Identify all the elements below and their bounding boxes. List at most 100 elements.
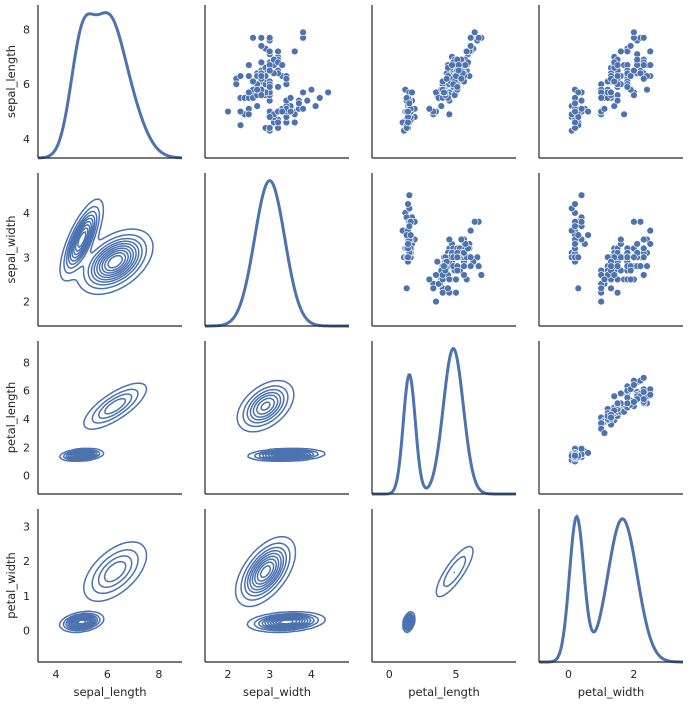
kde-contour-level-3	[65, 555, 133, 631]
scatter-point	[462, 47, 471, 56]
scatter-point	[461, 61, 470, 69]
scatter-point	[245, 61, 253, 69]
scatter-point	[626, 275, 635, 284]
scatter-point	[630, 253, 638, 261]
scatter-point	[278, 107, 286, 116]
kde-curve-petal_length	[372, 347, 516, 496]
kde-contour-level-3	[65, 210, 143, 286]
scatter-point	[600, 105, 609, 113]
y-tick-label: 4	[23, 133, 30, 146]
y-tick-label: 1	[23, 590, 30, 603]
y-tick-label: 8	[23, 24, 30, 37]
scatter-point	[316, 94, 324, 102]
axis-labels-layer: 4 6 8 sepal_length 2 3 4 sepal_width 0 2 4 6 8 petal_…	[4, 24, 644, 699]
x-axis-label-sepal_width: sepal_width	[243, 685, 311, 699]
kde-contour-level-10	[76, 619, 87, 625]
panel-petal_width-vs-sepal_length	[37, 509, 182, 663]
scatter-point	[633, 240, 641, 248]
scatter-point	[571, 200, 579, 208]
scatter-point	[303, 96, 311, 105]
x-tick-label: 4	[308, 668, 315, 681]
scatter-point	[630, 218, 638, 226]
scatter-point	[266, 47, 274, 56]
scatter-point	[613, 96, 622, 105]
scatter-point	[408, 88, 416, 97]
scatter-point	[291, 47, 299, 56]
scatter-point	[448, 61, 456, 69]
scatter-point	[640, 61, 648, 69]
scatter-point	[311, 102, 320, 110]
scatter-point	[571, 107, 579, 116]
panel-petal_length-vs-sepal_width	[204, 341, 349, 495]
kde-contour-level-1	[58, 382, 148, 462]
y-tick-label: 2	[23, 555, 30, 568]
scatter-point	[584, 107, 592, 116]
x-tick-label: 8	[155, 668, 162, 681]
scatter-point	[477, 271, 486, 279]
kde-contour-level-2	[240, 542, 320, 632]
scatter-point	[623, 83, 632, 91]
scatter-point	[613, 72, 622, 80]
scatter-point	[257, 42, 266, 50]
scatter-point	[232, 80, 241, 88]
scatter-point	[636, 218, 645, 226]
scatter-point	[571, 240, 579, 248]
scatter-point	[402, 284, 411, 292]
scatter-point	[405, 99, 414, 108]
y-tick-label: 2	[23, 441, 30, 454]
scatter-point	[452, 275, 460, 284]
scatter-point	[600, 275, 609, 284]
scatter-point	[607, 413, 615, 422]
scatter-point	[453, 253, 462, 261]
scatter-point	[452, 289, 460, 297]
y-tick-label: 6	[23, 385, 30, 398]
scatter-point	[249, 34, 257, 42]
x-axis-label-petal_width: petal_width	[578, 685, 645, 699]
scatter-point	[474, 34, 483, 42]
scatter-point	[466, 42, 475, 50]
x-tick-label: 3	[266, 668, 273, 681]
kde-contour-level-10	[277, 619, 294, 625]
kde-contour-level-9	[77, 231, 127, 272]
scatter-point	[266, 66, 274, 75]
scatter-point	[610, 77, 618, 86]
panels-layer	[37, 5, 684, 664]
kde-contour-level-2	[62, 549, 139, 632]
scatter-point	[454, 66, 463, 75]
x-tick-label: 5	[453, 668, 460, 681]
scatter-point	[445, 110, 454, 118]
kde-contour-level-2	[63, 205, 148, 290]
scatter-point	[630, 398, 638, 406]
kde-contour-level-10	[107, 254, 124, 269]
x-tick-label: 0	[386, 668, 393, 681]
scatter-point	[466, 253, 475, 261]
scatter-point	[437, 102, 446, 110]
scatter-point	[257, 91, 266, 99]
panel-petal_width-vs-sepal_width	[204, 509, 349, 663]
scatter-point	[286, 107, 295, 116]
y-axis-label-petal_width: petal_width	[4, 552, 18, 619]
panel-sepal_width-vs-sepal_length	[37, 173, 182, 327]
scatter-point	[266, 34, 274, 42]
scatter-point	[617, 47, 625, 56]
scatter-point	[440, 262, 448, 270]
scatter-point	[291, 118, 299, 127]
scatter-point	[584, 231, 592, 239]
kde-contour-level-1	[234, 535, 326, 634]
scatter-point	[610, 102, 618, 110]
scatter-point	[584, 449, 592, 457]
x-axis-label-sepal_length: sepal_length	[73, 685, 146, 699]
kde-contour-level-1	[236, 379, 326, 462]
scatter-point	[445, 235, 454, 244]
scatter-point	[324, 88, 332, 97]
panel-sepal_width-vs-sepal_width	[204, 173, 349, 328]
panel-sepal_width-vs-petal_length	[371, 173, 516, 327]
scatter-point	[640, 253, 648, 261]
y-tick-label: 4	[23, 207, 30, 220]
kde-contour-level-6	[71, 220, 135, 279]
scatter-point	[597, 297, 605, 306]
scatter-point	[307, 85, 316, 94]
panel-petal_width-vs-petal_length	[371, 509, 516, 663]
scatter-point	[571, 118, 579, 127]
kde-curve-sepal_width	[204, 179, 349, 328]
